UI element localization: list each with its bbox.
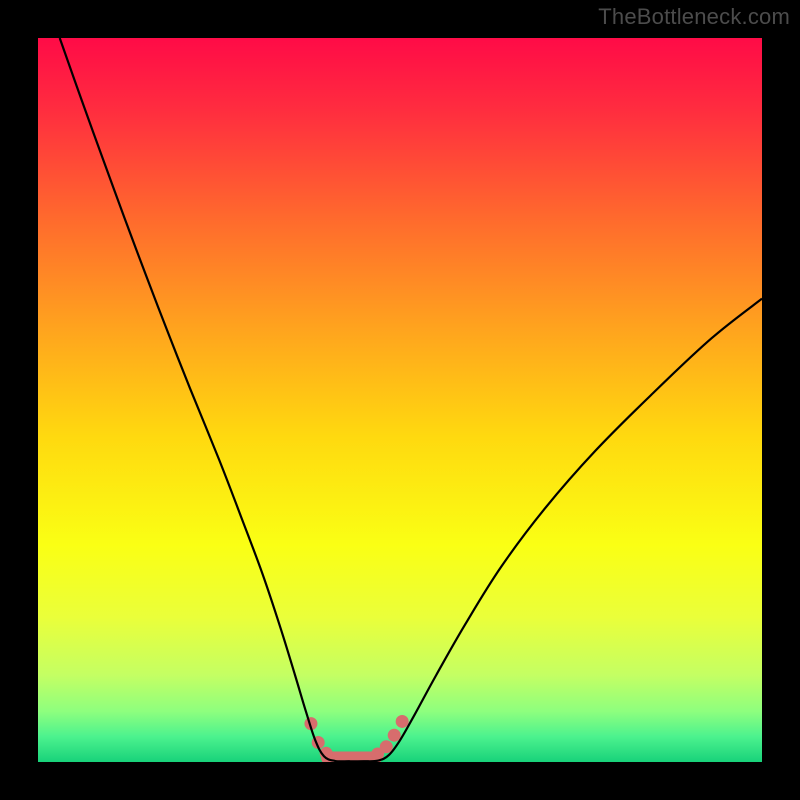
plot-background — [38, 38, 762, 762]
trough-dot — [388, 729, 401, 742]
trough-dot — [396, 715, 409, 728]
watermark-text: TheBottleneck.com — [598, 4, 790, 30]
bottleneck-chart — [0, 0, 800, 800]
trough-dot — [380, 740, 393, 753]
